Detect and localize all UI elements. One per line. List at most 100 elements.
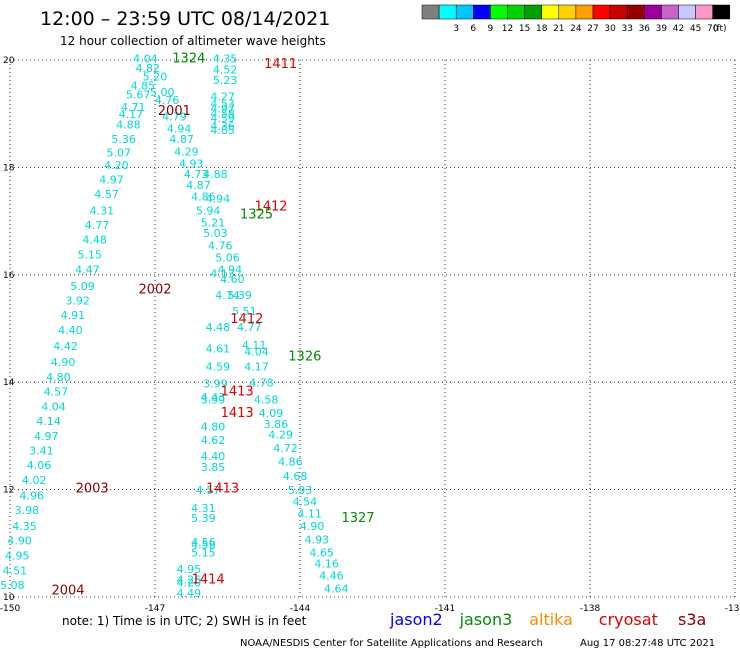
legend-swatch — [541, 4, 560, 20]
legend-swatch — [507, 4, 525, 20]
wave-height-value: 5.39 — [191, 512, 216, 525]
wave-height-value: 5.21 — [201, 216, 226, 229]
x-tick-label: -144 — [290, 604, 311, 614]
legend-bin-label: 21 — [553, 24, 564, 34]
wave-height-value: 4.14 — [36, 415, 61, 428]
pass-label: 1412 — [254, 199, 287, 214]
wave-height-value: 4.59 — [206, 360, 231, 373]
axes: -150 -147 -144 -141 -138 -135 10 12 14 16 18 20 — [0, 56, 740, 614]
legend-swatch — [626, 4, 645, 20]
legend-bin-label: 15 — [519, 24, 530, 34]
pass-label: 1413 — [221, 385, 254, 400]
wave-height-value: 4.35 — [12, 520, 37, 533]
wave-height-value: 5.15 — [191, 547, 216, 560]
wave-height-value: 4.35 — [213, 53, 238, 66]
legend-bin-label: 3 — [453, 24, 459, 34]
wave-height-value: 4.97 — [210, 103, 235, 116]
legend-swatch — [575, 4, 594, 20]
track-labels: 1324 141120011412132520021412132614131413… — [51, 52, 374, 599]
wave-height-value: 4.29 — [174, 146, 199, 159]
pass-label: 1326 — [288, 350, 321, 365]
wave-height-value: 4.56 — [191, 536, 216, 549]
wave-height-value: 4.96 — [20, 489, 45, 502]
wave-height-value: 5.03 — [203, 227, 228, 240]
y-tick-label: 12 — [3, 486, 14, 496]
legend-bin-label: 70 — [707, 24, 719, 34]
pass-label: 2003 — [76, 481, 109, 496]
wave-height-value: 4.88 — [203, 168, 228, 181]
pass-label: 1413 — [221, 406, 254, 421]
pass-label: 1327 — [341, 511, 374, 526]
wave-height-value: 4.11 — [297, 508, 322, 521]
wave-height-value: 4.40 — [201, 450, 226, 463]
pass-label: 1324 — [172, 52, 205, 67]
legend-bin-label: 45 — [690, 24, 701, 34]
pass-label: 2004 — [51, 583, 84, 598]
legend-bin-label: 36 — [639, 24, 651, 34]
wave-height-value: 4.20 — [177, 576, 202, 589]
wave-height-value: 4.62 — [201, 434, 226, 447]
color-legend: 3 6 9 12 15 18 21 24 27 30 33 36 39 42 45 70 — [421, 4, 731, 34]
wave-height-value: 4.47 — [75, 264, 100, 277]
wave-height-value: 4.29 — [268, 429, 293, 442]
satellite-name: jason3 — [459, 610, 513, 629]
legend-bin-label: 24 — [570, 24, 582, 34]
footer-timestamp: Aug 17 08:27:48 UTC 2021 — [580, 638, 715, 649]
wave-height-value: 4.31 — [90, 205, 115, 218]
wave-height-value: 3.92 — [65, 294, 90, 307]
grid — [9, 59, 736, 598]
y-tick-label: 18 — [3, 163, 15, 173]
wave-height-value: 4.17 — [119, 108, 144, 121]
legend-bin-label: 27 — [587, 24, 598, 34]
wave-height-value: 4.04 — [244, 345, 269, 358]
legend-swatch — [644, 4, 662, 20]
x-tick-label: -147 — [145, 604, 165, 614]
wave-height-value: 4.85 — [131, 80, 156, 93]
wave-height-value: 4.77 — [85, 219, 110, 232]
wave-height-value: 4.61 — [206, 343, 231, 356]
legend-swatch — [695, 4, 713, 20]
data-points: 4.044.825.204.855.005.67 4.764.714.17 4.79… — [0, 53, 348, 600]
legend-swatch — [712, 4, 731, 20]
wave-height-value: 4.93 — [305, 533, 330, 546]
pass-label: 1325 — [240, 207, 273, 222]
wave-height-value: 4.87 — [169, 133, 194, 146]
wave-height-value: 4.77 — [237, 321, 262, 334]
wave-height-value: 4.95 — [5, 549, 30, 562]
x-tick-label: -138 — [580, 604, 601, 614]
wave-height-value: 5.15 — [78, 249, 103, 262]
legend-swatch — [524, 4, 542, 20]
wave-height-value: 4.49 — [177, 587, 202, 600]
pass-label: 1412 — [230, 312, 263, 327]
legend-swatch — [421, 4, 440, 20]
wave-height-value: 5.94 — [196, 205, 221, 218]
y-tick-label: 16 — [3, 271, 15, 281]
wave-height-value: 4.79 — [162, 111, 187, 124]
wave-height-value: 4.48 — [82, 234, 107, 247]
wave-height-value: 4.58 — [191, 539, 216, 552]
wave-height-value: 5.93 — [288, 484, 313, 497]
wave-height-value: 4.80 — [46, 371, 71, 384]
wave-height-value: 4.52 — [213, 63, 238, 76]
wave-height-value: 4.16 — [314, 557, 339, 570]
legend-unit: (ft) — [713, 24, 727, 34]
wave-height-value: 4.20 — [104, 159, 129, 172]
legend-bin-label: 12 — [502, 24, 513, 34]
wave-height-value: 4.80 — [201, 421, 226, 434]
wave-height-value: 3.99 — [203, 378, 228, 391]
wave-height-value: 5.06 — [215, 251, 240, 264]
wave-height-value: 5.00 — [150, 86, 175, 99]
wave-height-value: 4.51 — [3, 564, 28, 577]
wave-height-value: 4.64 — [324, 583, 349, 596]
wave-height-value: 5.51 — [232, 305, 257, 318]
wave-height-value: 4.65 — [310, 547, 335, 560]
wave-height-value: 4.94 — [167, 122, 192, 135]
wave-height-value: 4.40 — [58, 324, 83, 337]
wave-height-value: 4.02 — [22, 474, 47, 487]
pass-label: 1414 — [192, 573, 225, 588]
wave-height-value: 4.36 — [210, 120, 235, 133]
wave-height-value: 4.59 — [210, 112, 235, 125]
wave-height-value: 4.48 — [206, 321, 231, 334]
wave-height-value: 4.91 — [61, 309, 86, 322]
